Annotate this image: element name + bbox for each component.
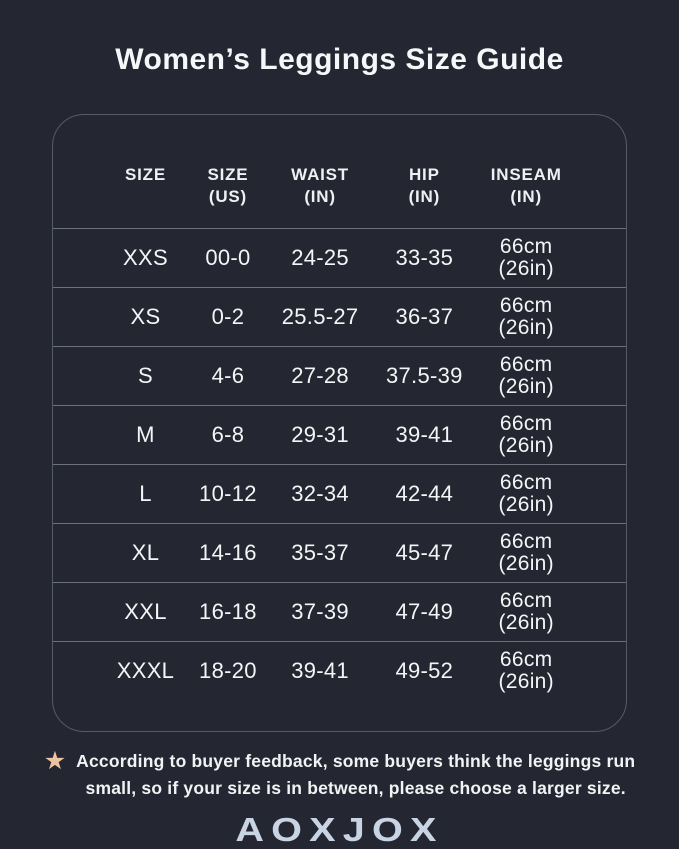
cell-size-us: 0-2 — [211, 304, 245, 329]
cell-size-us: 10-12 — [199, 481, 257, 506]
size-guide-table: SIZE SIZE (US) WAIST (IN) HIP (IN) INSEAM (I… — [52, 114, 627, 732]
page-title: Women’s Leggings Size Guide — [115, 43, 564, 76]
cell-hip: 39-41 — [395, 422, 454, 447]
cell-waist: 37-39 — [291, 599, 349, 624]
cell-hip: 33-35 — [395, 245, 454, 270]
table-row: XXS 00-0 24-25 33-35 66cm (26in) — [53, 228, 626, 287]
cell-hip: 49-52 — [395, 658, 454, 683]
table-row: S 4-6 27-28 37.5-39 66cm (26in) — [53, 346, 626, 405]
table-row: XS 0-2 25.5-27 36-37 66cm (26in) — [53, 287, 626, 346]
cell-size: XL — [131, 540, 160, 565]
cell-inseam: 66cm (26in) — [498, 530, 554, 575]
cell-inseam: 66cm (26in) — [498, 235, 554, 280]
cell-inseam: 66cm (26in) — [498, 294, 554, 339]
cell-size-us: 6-8 — [211, 422, 245, 447]
header-inseam: INSEAM (IN) — [490, 165, 562, 206]
cell-waist: 24-25 — [291, 245, 349, 270]
table-row: L 10-12 32-34 42-44 66cm (26in) — [53, 464, 626, 523]
cell-waist: 35-37 — [291, 540, 349, 565]
header-waist: WAIST (IN) — [291, 165, 349, 206]
cell-size-us: 00-0 — [205, 245, 251, 270]
cell-size-us: 16-18 — [199, 599, 257, 624]
table-header-row: SIZE SIZE (US) WAIST (IN) HIP (IN) INSEAM (I… — [53, 115, 626, 228]
note-text: According to buyer feedback, some buyers… — [76, 751, 636, 798]
cell-waist: 32-34 — [291, 481, 349, 506]
cell-waist: 29-31 — [291, 422, 349, 447]
cell-size: XXS — [123, 245, 168, 270]
cell-hip: 36-37 — [395, 304, 454, 329]
star-icon: ★ — [43, 747, 67, 775]
table-row: XL 14-16 35-37 45-47 66cm (26in) — [53, 523, 626, 582]
cell-hip: 45-47 — [395, 540, 454, 565]
cell-waist: 27-28 — [291, 363, 349, 388]
cell-waist: 39-41 — [291, 658, 349, 683]
cell-waist: 25.5-27 — [281, 304, 359, 329]
cell-inseam: 66cm (26in) — [498, 589, 554, 634]
cell-size: XS — [130, 304, 161, 329]
cell-hip: 47-49 — [395, 599, 454, 624]
header-size: SIZE — [125, 165, 166, 184]
cell-size-us: 18-20 — [199, 658, 257, 683]
header-hip: HIP (IN) — [408, 165, 441, 206]
cell-inseam: 66cm (26in) — [498, 471, 554, 516]
cell-hip: 37.5-39 — [385, 363, 463, 388]
cell-size-us: 14-16 — [199, 540, 257, 565]
brand-logo: AOXJOX — [235, 811, 444, 848]
buyer-feedback-note: ★ According to buyer feedback, some buye… — [30, 748, 650, 802]
cell-size: M — [136, 422, 155, 447]
cell-size: XXXL — [116, 658, 175, 683]
cell-size: S — [138, 363, 153, 388]
cell-size-us: 4-6 — [211, 363, 245, 388]
cell-inseam: 66cm (26in) — [498, 412, 554, 457]
cell-hip: 42-44 — [395, 481, 454, 506]
table-row: XXL 16-18 37-39 47-49 66cm (26in) — [53, 582, 626, 641]
cell-inseam: 66cm (26in) — [498, 353, 554, 398]
header-size-us: SIZE (US) — [207, 165, 249, 206]
table-row: XXXL 18-20 39-41 49-52 66cm (26in) — [53, 641, 626, 700]
cell-size: XXL — [124, 599, 167, 624]
table-row: M 6-8 29-31 39-41 66cm (26in) — [53, 405, 626, 464]
cell-inseam: 66cm (26in) — [498, 648, 554, 693]
cell-size: L — [139, 481, 152, 506]
